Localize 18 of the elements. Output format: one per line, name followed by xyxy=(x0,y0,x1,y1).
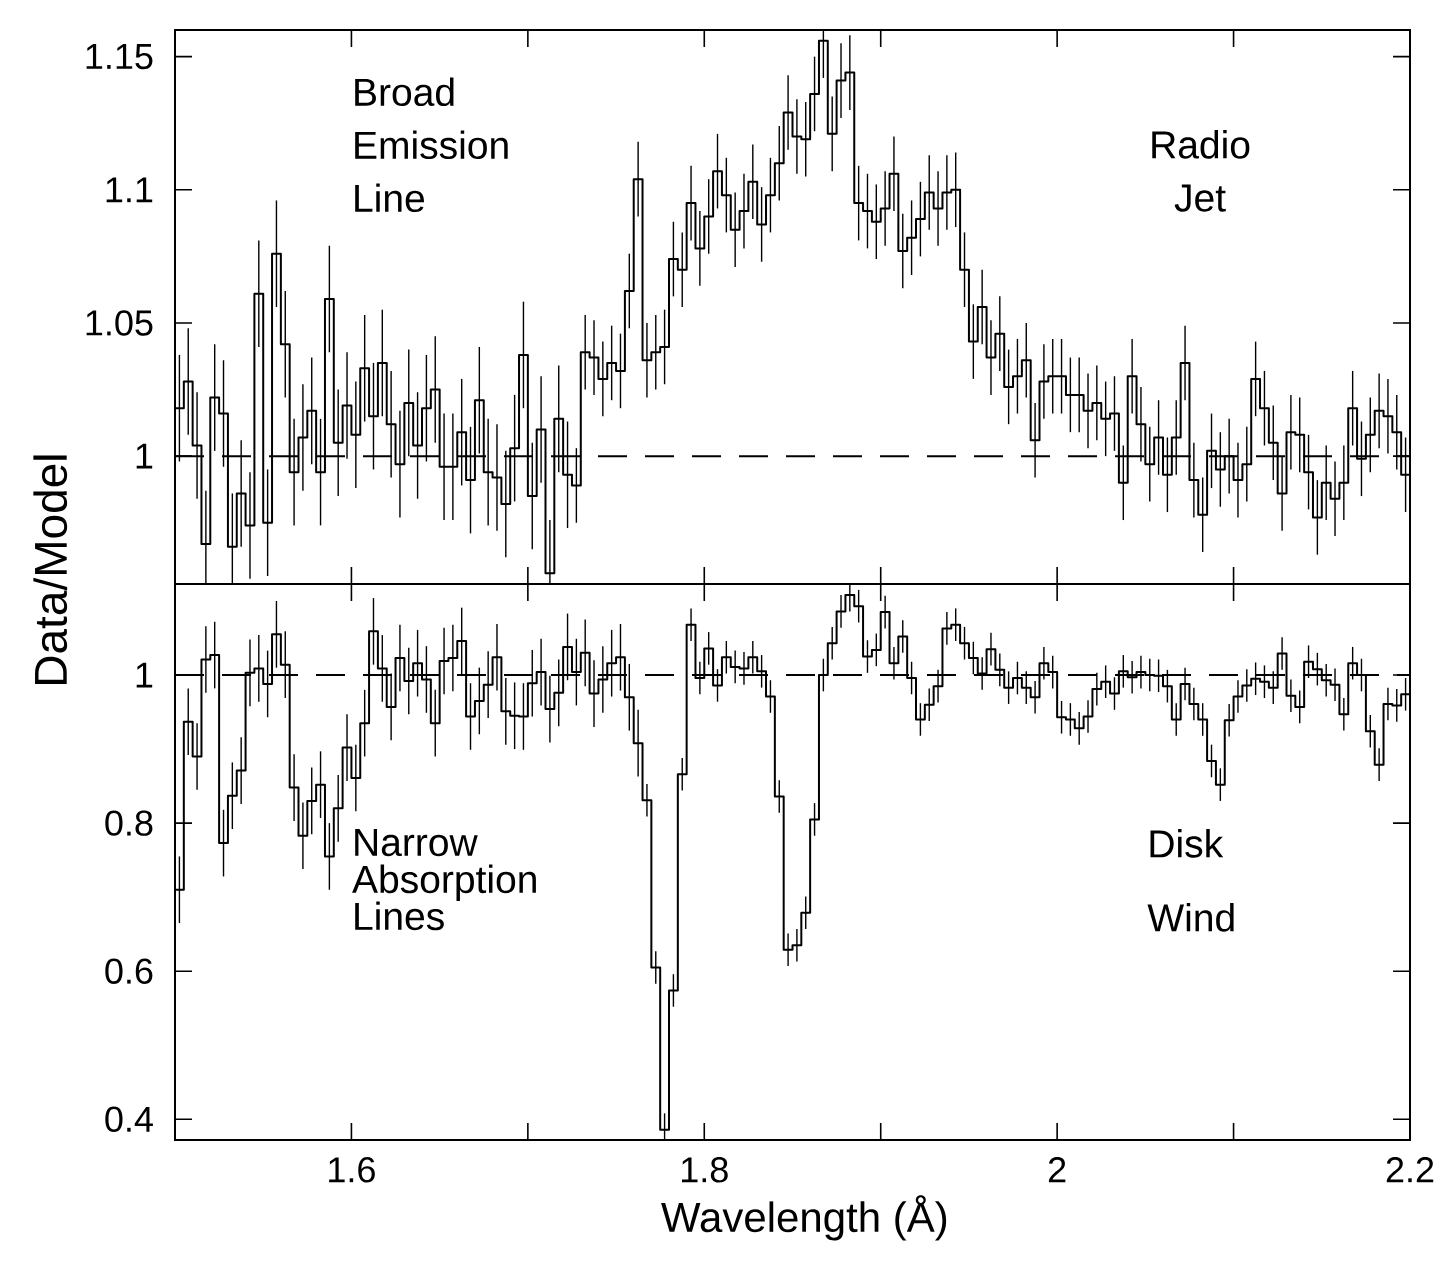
y-tick-label: 1.1 xyxy=(106,177,153,203)
y-tick-label: 0.8 xyxy=(105,810,153,836)
annotation: Broad Emission Line xyxy=(355,77,508,213)
y-axis-title: Data/Model xyxy=(33,455,68,684)
x-tick-label: 2.2 xyxy=(1386,1157,1434,1183)
y-tick-label: 0.4 xyxy=(105,1106,153,1133)
y-tick-label: 1.15 xyxy=(86,44,153,70)
annotation: Disk Wind xyxy=(1147,829,1234,932)
y-tick-label: 1.05 xyxy=(86,310,153,336)
y-tick-label: 0.6 xyxy=(105,958,153,984)
x-axis-title: Wavelength (Å) xyxy=(661,1195,947,1241)
x-tick-label: 1.6 xyxy=(329,1157,375,1183)
y-tick-label: 1 xyxy=(136,443,153,469)
annotation: Narrow Absorption Lines xyxy=(352,829,536,931)
x-tick-label: 2 xyxy=(1048,1157,1066,1183)
y-tick-label: 1 xyxy=(136,662,153,688)
annotation: Radio Jet xyxy=(1152,130,1250,212)
x-tick-label: 1.8 xyxy=(682,1157,728,1183)
